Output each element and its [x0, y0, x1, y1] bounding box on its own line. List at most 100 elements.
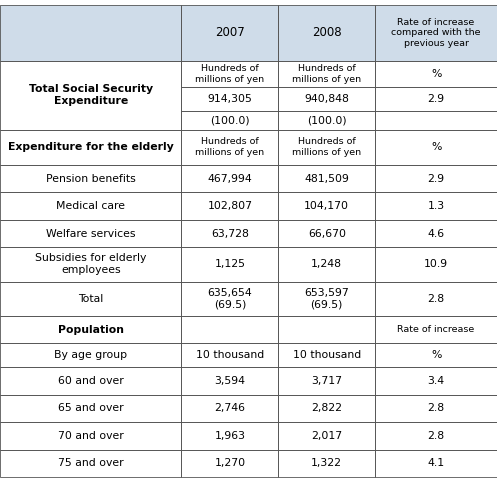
Bar	[375, 367, 497, 395]
Bar	[0, 165, 181, 192]
Bar	[278, 61, 375, 87]
Text: Rate of increase
compared with the
previous year: Rate of increase compared with the previ…	[391, 18, 481, 48]
Text: 3,717: 3,717	[311, 376, 342, 386]
Bar	[278, 316, 375, 344]
Text: 1,270: 1,270	[214, 458, 246, 469]
Bar	[278, 5, 375, 61]
Bar	[278, 220, 375, 247]
Bar	[375, 111, 497, 130]
Bar	[181, 247, 278, 281]
Text: 1.3: 1.3	[427, 201, 445, 211]
Text: 914,305: 914,305	[207, 94, 252, 104]
Bar	[0, 422, 181, 450]
Bar	[181, 367, 278, 395]
Bar	[0, 220, 181, 247]
Bar	[181, 111, 278, 130]
Bar	[375, 130, 497, 165]
Bar	[181, 395, 278, 422]
Text: 2.8: 2.8	[427, 294, 445, 304]
Bar	[375, 344, 497, 367]
Text: %: %	[431, 142, 441, 152]
Bar	[181, 130, 278, 165]
Text: 65 and over: 65 and over	[58, 403, 124, 414]
Bar	[278, 111, 375, 130]
Bar	[278, 422, 375, 450]
Text: By age group: By age group	[54, 350, 127, 361]
Bar	[0, 344, 181, 367]
Text: Rate of increase: Rate of increase	[398, 325, 475, 334]
Bar	[375, 61, 497, 87]
Bar	[278, 395, 375, 422]
Bar	[181, 130, 278, 165]
Bar	[0, 220, 181, 247]
Bar	[278, 130, 375, 165]
Bar	[181, 87, 278, 111]
Bar	[375, 165, 497, 192]
Bar	[278, 422, 375, 450]
Bar	[0, 422, 181, 450]
Bar	[181, 422, 278, 450]
Bar	[0, 281, 181, 316]
Bar	[278, 367, 375, 395]
Bar	[181, 165, 278, 192]
Text: %: %	[431, 350, 441, 361]
Text: 63,728: 63,728	[211, 228, 249, 239]
Bar	[278, 367, 375, 395]
Bar	[375, 192, 497, 220]
Bar	[181, 111, 278, 130]
Bar	[278, 281, 375, 316]
Text: 1,248: 1,248	[311, 259, 342, 269]
Bar	[0, 316, 181, 344]
Bar	[0, 192, 181, 220]
Text: 4.6: 4.6	[427, 228, 445, 239]
Bar	[181, 344, 278, 367]
Bar	[181, 422, 278, 450]
Bar	[0, 395, 181, 422]
Text: 66,670: 66,670	[308, 228, 346, 239]
Bar	[278, 450, 375, 477]
Bar	[181, 61, 278, 87]
Bar	[181, 450, 278, 477]
Bar	[181, 165, 278, 192]
Bar	[0, 367, 181, 395]
Bar	[278, 247, 375, 281]
Text: 60 and over: 60 and over	[58, 376, 124, 386]
Bar	[0, 450, 181, 477]
Text: Population: Population	[58, 325, 124, 335]
Bar	[0, 61, 181, 130]
Bar	[181, 5, 278, 61]
Bar	[375, 87, 497, 111]
Bar	[375, 395, 497, 422]
Text: 653,597
(69.5): 653,597 (69.5)	[304, 288, 349, 310]
Text: 940,848: 940,848	[304, 94, 349, 104]
Text: 1,322: 1,322	[311, 458, 342, 469]
Bar	[278, 87, 375, 111]
Text: 2,746: 2,746	[214, 403, 246, 414]
Bar	[278, 281, 375, 316]
Bar	[278, 130, 375, 165]
Bar	[181, 450, 278, 477]
Text: %: %	[431, 69, 441, 79]
Bar	[181, 281, 278, 316]
Text: 3.4: 3.4	[427, 376, 445, 386]
Bar	[278, 344, 375, 367]
Text: 2.9: 2.9	[427, 174, 445, 184]
Bar	[375, 5, 497, 61]
Text: Total Social Security
Expenditure: Total Social Security Expenditure	[29, 84, 153, 107]
Bar	[0, 61, 181, 130]
Text: 2.8: 2.8	[427, 431, 445, 441]
Text: 2.9: 2.9	[427, 94, 445, 104]
Bar	[375, 61, 497, 87]
Text: 75 and over: 75 and over	[58, 458, 124, 469]
Text: Hundreds of
millions of yen: Hundreds of millions of yen	[195, 137, 264, 157]
Bar	[375, 111, 497, 130]
Text: Total: Total	[78, 294, 103, 304]
Bar	[375, 344, 497, 367]
Bar	[375, 130, 497, 165]
Bar	[278, 165, 375, 192]
Bar	[278, 111, 375, 130]
Bar	[278, 5, 375, 61]
Bar	[278, 87, 375, 111]
Text: 70 and over: 70 and over	[58, 431, 124, 441]
Bar	[375, 87, 497, 111]
